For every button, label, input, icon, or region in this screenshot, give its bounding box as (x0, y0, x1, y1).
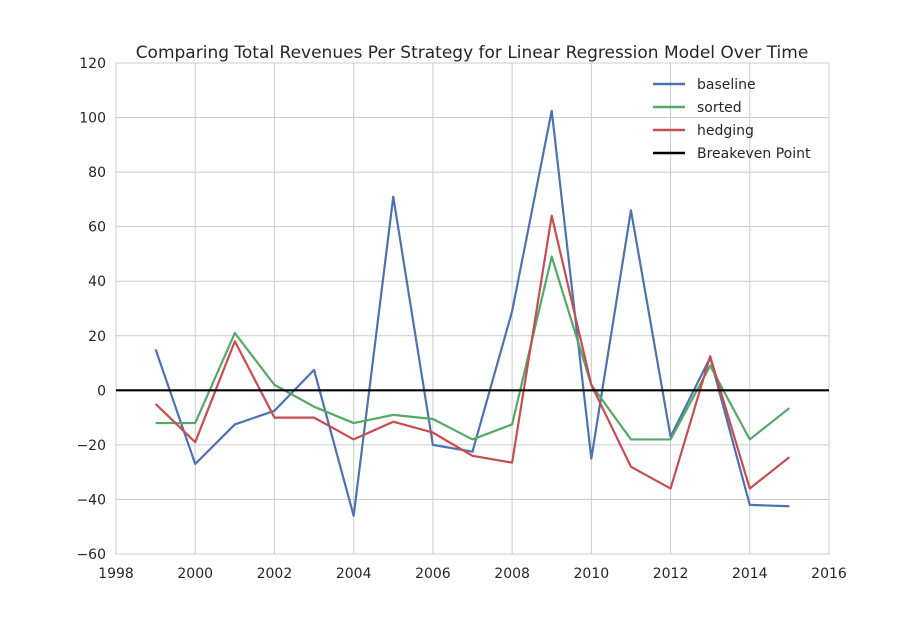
series-line-baseline (154, 109, 790, 517)
plot-area (115, 62, 830, 555)
y-tick-label: 40 (88, 274, 106, 290)
legend-label: Breakeven Point (697, 146, 811, 162)
x-tick-label: 2004 (336, 566, 372, 582)
y-tick-label: 100 (79, 111, 106, 127)
legend-label: baseline (697, 77, 756, 93)
y-tick-label: 0 (97, 383, 106, 399)
axis-ticks: 1998 2000 2002 2004 2006 2008 2010 2012 2014 2016… (76, 56, 846, 582)
x-tick-label: 2006 (415, 566, 451, 582)
series-line-hedging (154, 214, 791, 490)
y-tick-label: −40 (76, 492, 106, 508)
x-tick-label: 2002 (257, 566, 293, 582)
legend-label: sorted (697, 100, 742, 116)
x-tick-label: 2016 (811, 566, 847, 582)
y-tick-label: 80 (88, 165, 106, 181)
y-tick-label: −20 (76, 438, 106, 454)
x-tick-label: 2010 (574, 566, 610, 582)
y-tick-label: −60 (76, 547, 106, 563)
y-tick-label: 120 (79, 56, 106, 72)
x-tick-label: 1998 (98, 566, 134, 582)
series-lines (116, 109, 829, 517)
y-tick-label: 60 (88, 220, 106, 236)
series-line-sorted (155, 255, 791, 441)
x-tick-label: 2012 (653, 566, 689, 582)
legend-label: hedging (697, 123, 754, 139)
y-tick-label: 20 (88, 329, 106, 345)
chart-title: Comparing Total Revenues Per Strategy fo… (136, 43, 809, 63)
x-tick-label: 2014 (732, 566, 768, 582)
legend: baseline sorted hedging Breakeven Point (653, 77, 811, 162)
x-tick-label: 2008 (494, 566, 530, 582)
x-tick-label: 2000 (177, 566, 213, 582)
